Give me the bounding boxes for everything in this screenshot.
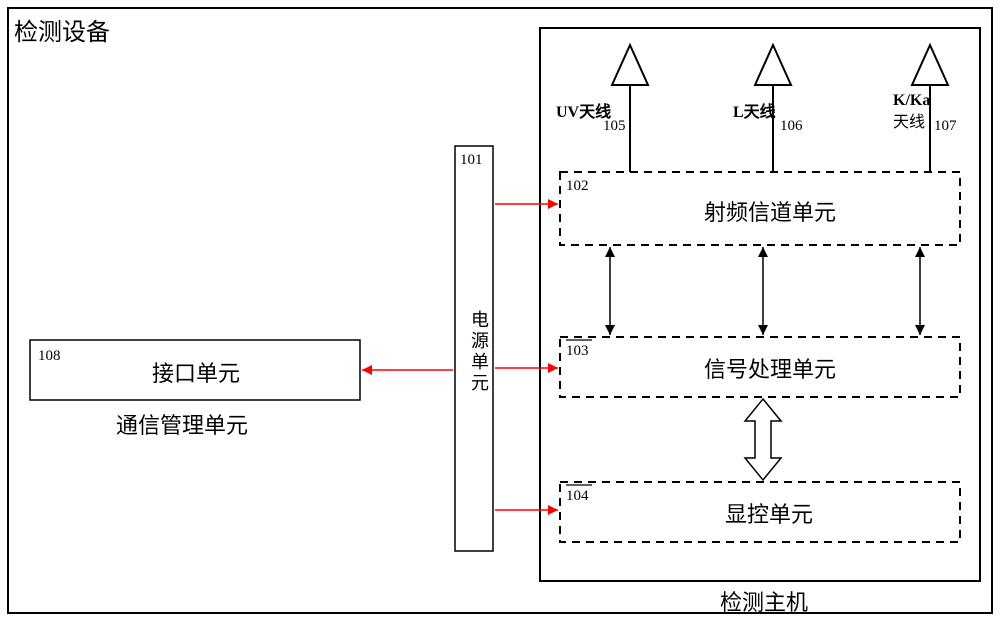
black-dbl-1-head-up xyxy=(758,247,768,257)
label-n107: 107 xyxy=(934,118,957,135)
label-n102: 102 xyxy=(566,178,589,195)
hollow-double-arrow xyxy=(745,399,781,480)
label-host: 检测主机 xyxy=(720,585,808,617)
label-n108: 108 xyxy=(38,348,61,365)
label-n104: 104 xyxy=(566,488,589,505)
black-dbl-0-head-dn xyxy=(605,325,615,335)
uv-antenna-icon xyxy=(612,45,648,85)
label-sig: 信号处理单元 xyxy=(704,352,836,384)
black-dbl-2-head-dn xyxy=(915,325,925,335)
label-l: L天线 xyxy=(733,98,776,122)
label-n106: 106 xyxy=(780,118,803,135)
label-n105: 105 xyxy=(603,118,626,135)
black-dbl-1-head-dn xyxy=(758,325,768,335)
black-dbl-2-head-up xyxy=(915,247,925,257)
kka-antenna-icon xyxy=(912,45,948,85)
red-arrow-1-head xyxy=(548,363,558,373)
diagram-canvas xyxy=(0,0,1000,621)
label-comm_mgmt: 通信管理单元 xyxy=(116,408,248,440)
l-antenna-icon xyxy=(755,45,791,85)
label-n103: 103 xyxy=(566,343,589,360)
outer-box xyxy=(8,8,992,613)
label-interface: 接口单元 xyxy=(152,356,240,388)
label-rf: 射频信道单元 xyxy=(704,195,836,227)
black-dbl-0-head-up xyxy=(605,247,615,257)
label-kka2: 天线 xyxy=(893,108,925,132)
red-arrow-3-head xyxy=(362,365,372,375)
label-n101: 101 xyxy=(460,152,483,169)
red-arrow-0-head xyxy=(548,199,558,209)
label-disp: 显控单元 xyxy=(725,497,813,529)
label-power: 电源单元 xyxy=(466,310,492,394)
red-arrow-2-head xyxy=(548,505,558,515)
label-title: 检测设备 xyxy=(14,12,110,47)
